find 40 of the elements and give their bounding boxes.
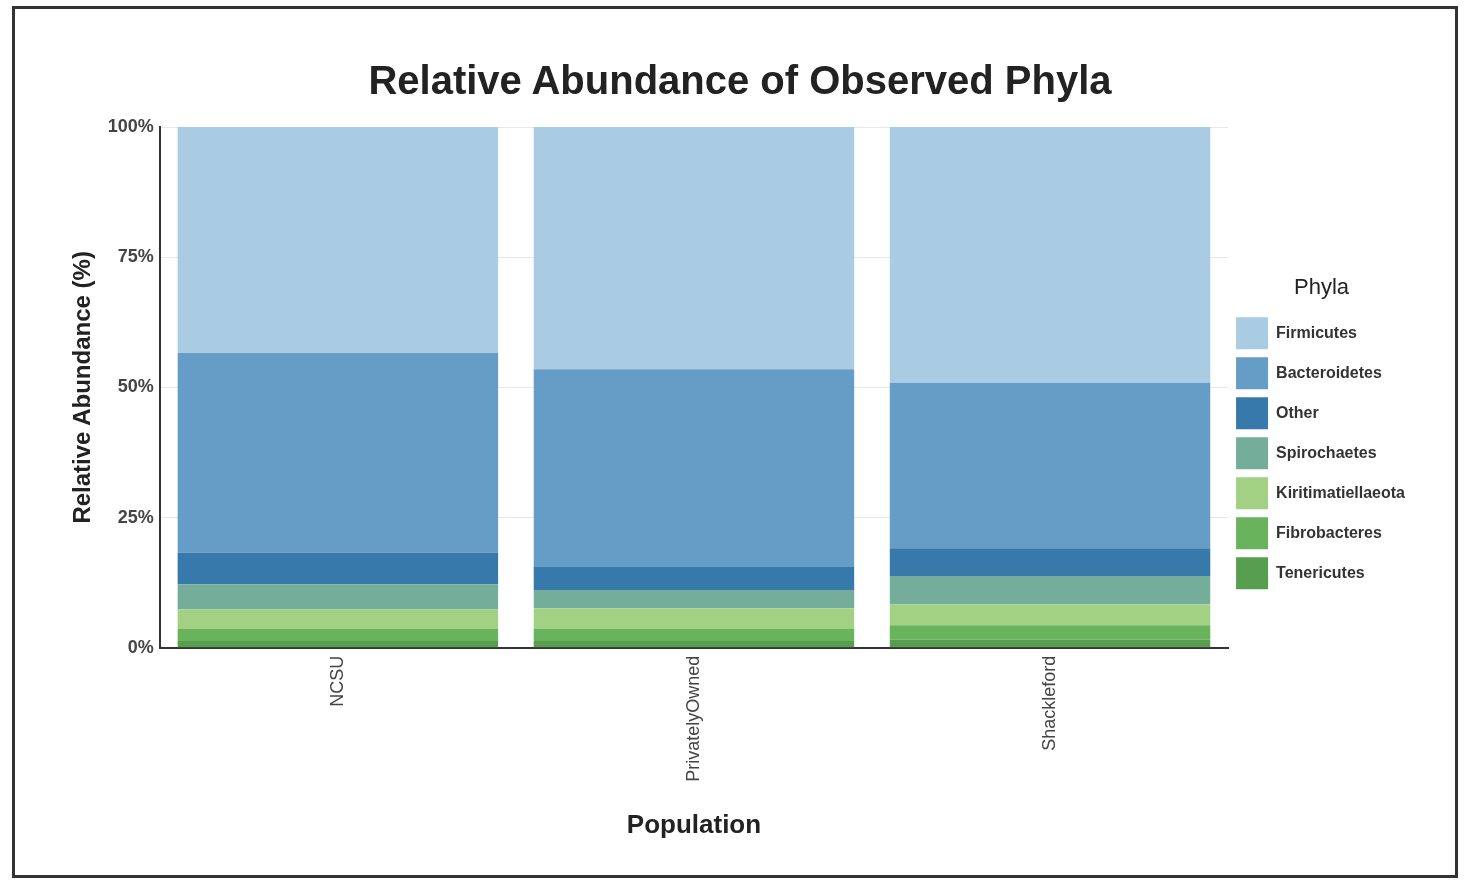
legend-label: Spirochaetes — [1276, 443, 1377, 461]
bar — [889, 127, 1211, 383]
bar — [889, 382, 1211, 549]
bar — [533, 567, 855, 590]
legend-label: Kiritimatiellaeota — [1276, 483, 1406, 501]
x-tick-label: NCSU — [326, 655, 347, 707]
legend-label: Other — [1276, 403, 1319, 421]
y-tick-label: 50% — [117, 376, 154, 397]
bar — [177, 584, 499, 610]
y-tick-label: 0% — [127, 636, 154, 657]
legend-label: Fibrobacteres — [1276, 523, 1382, 541]
bar — [533, 640, 855, 648]
bar — [177, 127, 499, 353]
bar — [177, 628, 499, 641]
legend-label: Tenericutes — [1276, 563, 1365, 581]
bar — [533, 127, 855, 370]
bar — [177, 609, 499, 629]
legend-label: Firmicutes — [1276, 323, 1358, 341]
bar — [889, 604, 1211, 626]
x-axis-title: Population — [626, 808, 762, 839]
x-tick-label: PrivatelyOwned — [682, 655, 703, 782]
bar — [533, 369, 855, 568]
y-tick-label: 25% — [117, 506, 154, 527]
legend-label: Bacteroidetes — [1276, 363, 1382, 381]
bar — [533, 628, 855, 641]
bar — [889, 625, 1211, 640]
x-tick-label: Shackleford — [1039, 655, 1059, 751]
y-tick-label: 100% — [107, 115, 154, 136]
chart-title: Relative Abundance of Observed Phyla — [368, 58, 1113, 103]
bar — [889, 575, 1211, 605]
bar — [889, 548, 1211, 576]
bar — [177, 640, 499, 648]
bar — [533, 589, 855, 609]
bar — [177, 552, 499, 585]
bar — [533, 608, 855, 629]
legend-title: Phyla — [1294, 273, 1350, 299]
y-axis-title: Relative Abundance (%) — [68, 251, 96, 524]
y-tick-label: 75% — [117, 246, 154, 267]
bar — [177, 353, 499, 553]
bar — [889, 639, 1211, 648]
